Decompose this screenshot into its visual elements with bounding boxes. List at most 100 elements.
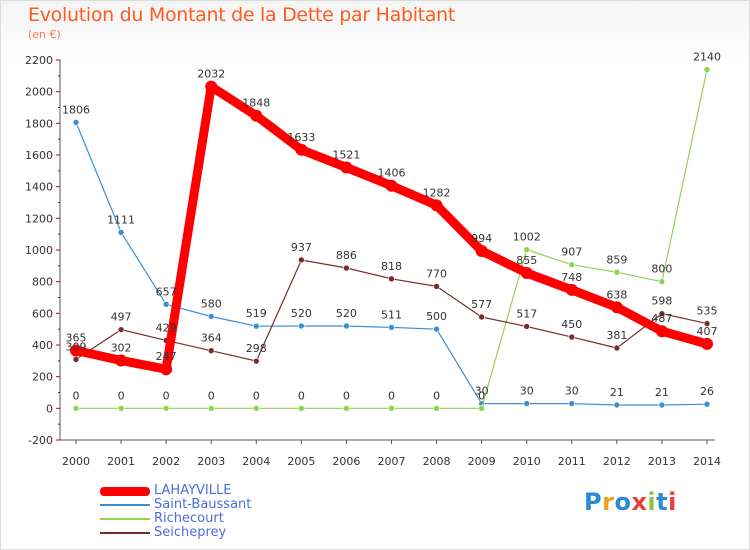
point-lahayville-2006[interactable] (340, 161, 353, 174)
point-richecourt-2014[interactable] (703, 66, 711, 73)
point-richecourt-2010[interactable] (523, 246, 531, 253)
point-richecourt-2007[interactable] (388, 405, 395, 412)
point-lahayville-2000[interactable] (70, 344, 82, 357)
point-seicheprey-2007[interactable] (388, 275, 395, 283)
data-label-richecourt-2005: 0 (298, 389, 305, 402)
point-saint-baussant-2012[interactable] (613, 401, 621, 409)
point-seicheprey-2011[interactable] (568, 333, 576, 341)
point-lahayville-2012[interactable] (610, 301, 623, 314)
point-lahayville-2007[interactable] (385, 179, 398, 192)
x-tick-label-2000: 2000 (62, 455, 90, 468)
legend-item-lahayville[interactable]: LAHAYVILLE (100, 483, 340, 498)
data-label-lahayville-2010: 855 (516, 254, 537, 267)
point-richecourt-2000[interactable] (72, 405, 80, 412)
point-seicheprey-2010[interactable] (523, 323, 531, 330)
point-richecourt-2003[interactable] (207, 405, 215, 412)
data-label-saint-baussant-2009: 30 (475, 385, 489, 398)
y-tick-label: -200 (28, 434, 53, 447)
point-richecourt-2008[interactable] (433, 405, 440, 412)
y-tick-label: 200 (32, 371, 53, 384)
point-richecourt-2012[interactable] (613, 269, 621, 276)
point-seicheprey-2005[interactable] (298, 256, 305, 264)
point-saint-baussant-2003[interactable] (207, 313, 215, 320)
data-label-lahayville-2004: 1848 (242, 97, 270, 110)
point-lahayville-2013[interactable] (655, 325, 668, 338)
point-seicheprey-2009[interactable] (478, 313, 485, 321)
data-label-seicheprey-2001: 497 (111, 311, 132, 324)
point-lahayville-2001[interactable] (115, 354, 128, 367)
point-saint-baussant-2011[interactable] (568, 400, 576, 407)
data-label-richecourt-2008: 0 (433, 389, 440, 402)
data-label-seicheprey-2004: 298 (246, 342, 267, 355)
point-richecourt-2011[interactable] (568, 261, 576, 269)
data-label-saint-baussant-2006: 520 (336, 307, 357, 320)
x-tick-label-2006: 2006 (332, 455, 360, 468)
point-richecourt-2009[interactable] (478, 405, 485, 412)
data-label-saint-baussant-2008: 500 (426, 310, 447, 323)
point-richecourt-2002[interactable] (162, 405, 170, 412)
legend-swatch-richecourt (100, 518, 150, 520)
y-tick-label: 1800 (25, 117, 53, 130)
point-seicheprey-2003[interactable] (207, 347, 215, 355)
point-lahayville-2005[interactable] (295, 143, 308, 156)
data-label-seicheprey-2014: 535 (697, 305, 718, 318)
point-seicheprey-2001[interactable] (117, 326, 125, 333)
data-label-lahayville-2011: 748 (561, 271, 582, 284)
legend-item-seicheprey[interactable]: Seicheprey (100, 525, 340, 540)
point-richecourt-2004[interactable] (252, 405, 260, 412)
point-saint-baussant-2006[interactable] (343, 322, 350, 330)
point-richecourt-2005[interactable] (298, 405, 305, 412)
point-seicheprey-2004[interactable] (252, 357, 260, 365)
point-saint-baussant-2001[interactable] (117, 229, 125, 236)
point-lahayville-2008[interactable] (430, 199, 443, 212)
data-label-lahayville-2003: 2032 (197, 68, 225, 81)
point-richecourt-2013[interactable] (658, 278, 666, 285)
legend-item-saint-baussant[interactable]: Saint-Baussant (100, 497, 340, 512)
point-saint-baussant-2004[interactable] (252, 322, 260, 330)
data-label-seicheprey-2010: 517 (516, 307, 537, 320)
point-seicheprey-2012[interactable] (613, 344, 621, 352)
point-saint-baussant-2005[interactable] (298, 322, 305, 330)
point-saint-baussant-2010[interactable] (523, 400, 531, 407)
point-richecourt-2006[interactable] (343, 405, 350, 412)
data-label-richecourt-2014: 2140 (693, 51, 721, 64)
x-tick-label-2012: 2012 (603, 455, 631, 468)
data-label-saint-baussant-2014: 26 (700, 385, 714, 398)
y-tick-label: 1200 (25, 212, 53, 225)
point-lahayville-2010[interactable] (520, 266, 533, 279)
point-saint-baussant-2014[interactable] (703, 400, 711, 408)
point-saint-baussant-2008[interactable] (433, 325, 440, 333)
x-tick-label-2009: 2009 (468, 455, 496, 468)
point-saint-baussant-2000[interactable] (72, 119, 80, 126)
data-label-lahayville-2001: 302 (111, 342, 132, 355)
point-saint-baussant-2013[interactable] (658, 401, 666, 409)
point-saint-baussant-2007[interactable] (388, 324, 395, 331)
data-label-richecourt-2007: 0 (388, 389, 395, 402)
y-tick-label: 400 (32, 339, 53, 352)
point-seicheprey-2013[interactable] (658, 310, 666, 317)
point-seicheprey-2014[interactable] (703, 320, 711, 327)
point-lahayville-2011[interactable] (565, 283, 578, 296)
point-lahayville-2009[interactable] (475, 244, 488, 257)
point-lahayville-2002[interactable] (160, 363, 173, 376)
logo-letter: x (631, 488, 648, 516)
legend: LAHAYVILLE Saint-Baussant Richecourt Sei… (100, 483, 340, 540)
point-lahayville-2014[interactable] (701, 337, 713, 350)
legend-item-richecourt[interactable]: Richecourt (100, 511, 340, 526)
y-tick-label: 2000 (25, 86, 53, 99)
point-saint-baussant-2002[interactable] (162, 301, 170, 308)
point-lahayville-2004[interactable] (250, 109, 263, 122)
data-label-richecourt-2013: 800 (651, 263, 672, 276)
point-lahayville-2003[interactable] (205, 80, 218, 93)
data-label-seicheprey-2007: 818 (381, 260, 402, 273)
point-seicheprey-2008[interactable] (433, 283, 440, 290)
logo-letter: r (602, 488, 615, 516)
point-richecourt-2001[interactable] (117, 405, 125, 412)
y-tick-label: 1400 (25, 181, 53, 194)
x-tick-label-2011: 2011 (558, 455, 586, 468)
point-seicheprey-2006[interactable] (343, 264, 350, 272)
point-seicheprey-2000[interactable] (72, 356, 80, 363)
x-tick-label-2002: 2002 (152, 455, 180, 468)
y-tick-label: 1600 (25, 149, 53, 162)
